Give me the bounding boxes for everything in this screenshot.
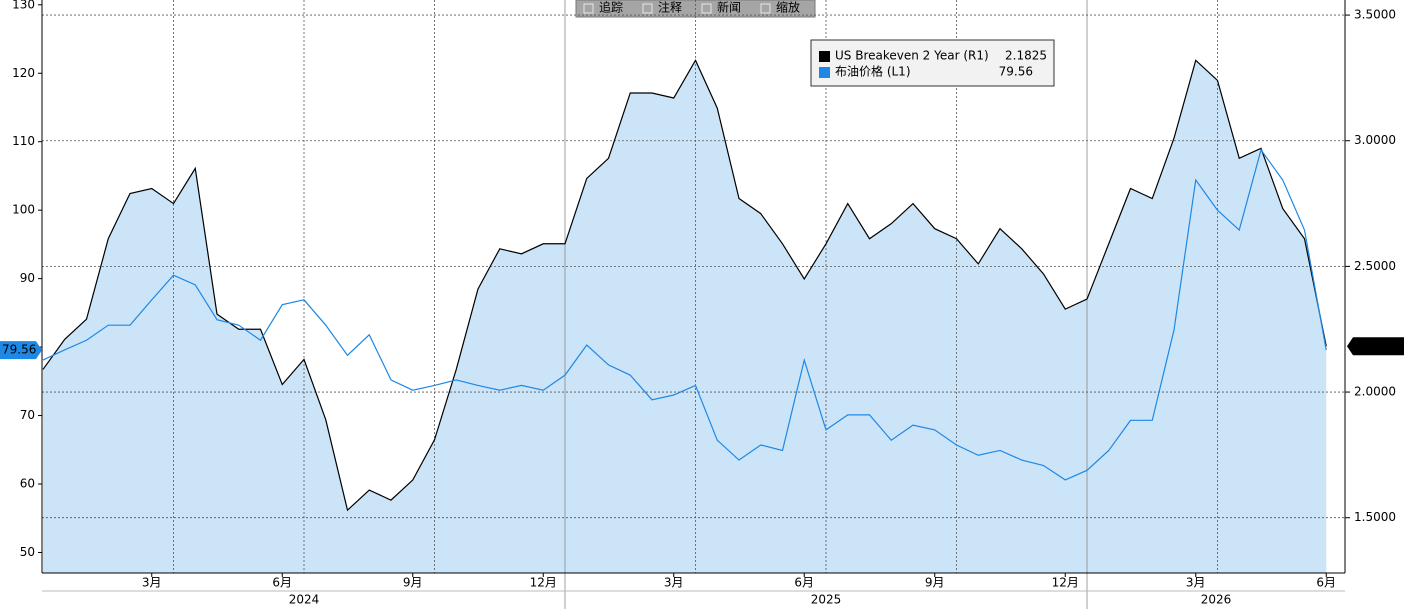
y2-tick-label: 2.5000 bbox=[1354, 259, 1396, 273]
toolbar-icon[interactable] bbox=[642, 3, 653, 14]
last-value-label: 79.56 bbox=[2, 343, 36, 357]
x-tick-label: 3月 bbox=[664, 576, 684, 590]
year-label: 2026 bbox=[1201, 593, 1232, 607]
y-tick-label: 60 bbox=[20, 477, 35, 491]
series-area bbox=[43, 60, 1327, 573]
last-value-box bbox=[0, 341, 42, 360]
x-tick-label: 3月 bbox=[142, 576, 162, 590]
y-tick-label: 100 bbox=[12, 203, 35, 217]
y2-tick-label: 2.0000 bbox=[1354, 385, 1396, 399]
series-line bbox=[42, 148, 1327, 481]
toolbar-icon[interactable] bbox=[760, 3, 771, 14]
legend-label: US Breakeven 2 Year (R1) bbox=[835, 49, 989, 63]
year-label: 2025 bbox=[811, 593, 842, 607]
x-tick-label: 6月 bbox=[794, 576, 814, 590]
x-tick-label: 12月 bbox=[1052, 576, 1079, 590]
y2-tick-label: 1.5000 bbox=[1354, 510, 1396, 524]
toolbar-button[interactable]: 追踪 bbox=[599, 0, 623, 15]
y-tick-label: 90 bbox=[20, 271, 35, 285]
year-label: 2024 bbox=[289, 593, 320, 607]
toolbar-icon[interactable] bbox=[701, 3, 712, 14]
y2-tick-label: 3.0000 bbox=[1354, 133, 1396, 147]
legend-box bbox=[810, 39, 1055, 87]
legend-value: 2.1825 bbox=[1005, 49, 1047, 63]
toolbar-button[interactable]: 注释 bbox=[658, 0, 682, 15]
y-tick-label: 120 bbox=[12, 66, 35, 80]
legend-swatch bbox=[819, 67, 830, 78]
toolbar-icon[interactable] bbox=[583, 3, 594, 14]
x-tick-label: 9月 bbox=[925, 576, 945, 590]
last-value-box bbox=[1347, 337, 1404, 356]
x-tick-label: 3月 bbox=[1186, 576, 1206, 590]
x-tick-label: 9月 bbox=[403, 576, 423, 590]
toolbar-button[interactable]: 新闻 bbox=[717, 0, 741, 15]
y-tick-label: 130 bbox=[12, 0, 35, 11]
toolbar-button[interactable]: 缩放 bbox=[776, 0, 800, 15]
series-line bbox=[42, 59, 1327, 512]
y2-tick-label: 3.5000 bbox=[1354, 8, 1396, 22]
legend-value: 79.56 bbox=[999, 65, 1033, 79]
y-tick-label: 70 bbox=[20, 408, 35, 422]
x-tick-label: 12月 bbox=[530, 576, 557, 590]
x-tick-label: 6月 bbox=[272, 576, 292, 590]
legend-label: 布油价格 (L1) bbox=[835, 64, 911, 79]
toolbar[interactable]: 追踪 注释 新闻 缩放 bbox=[575, 0, 816, 18]
last-value-label: 2.1825 bbox=[1356, 339, 1398, 353]
x-tick-label: 6月 bbox=[1316, 576, 1336, 590]
legend-swatch bbox=[819, 51, 830, 62]
y-tick-label: 110 bbox=[12, 134, 35, 148]
y-tick-label: 50 bbox=[20, 545, 35, 559]
